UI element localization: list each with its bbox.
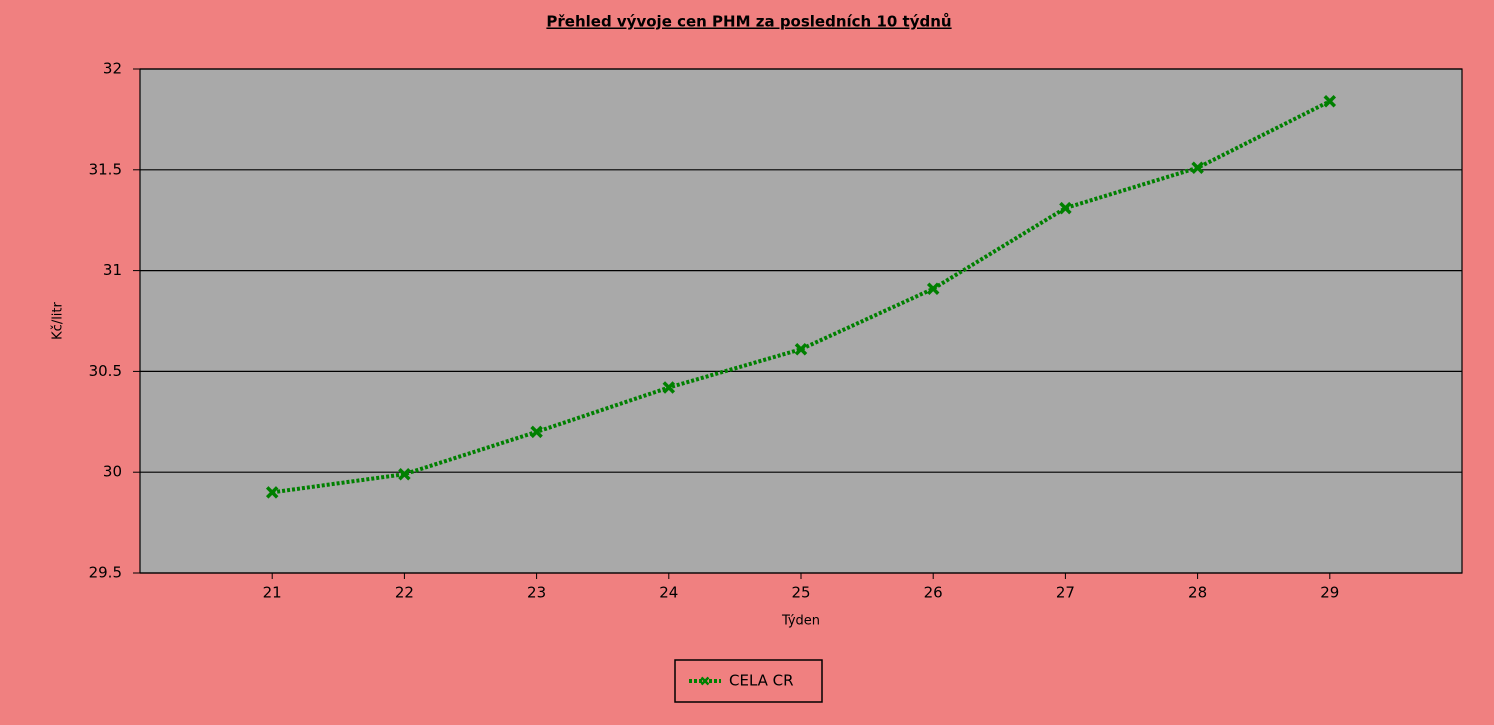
y-axis-label: Kč/litr — [51, 301, 66, 339]
marker — [1191, 161, 1204, 175]
marker — [530, 425, 543, 439]
marker — [926, 282, 940, 295]
y-tick-label: 30.5 — [89, 362, 122, 380]
x-tick-label: 28 — [1188, 584, 1207, 602]
y-tick-label: 31.5 — [89, 160, 122, 178]
marker — [662, 381, 676, 394]
line — [271, 99, 1331, 495]
marker — [1059, 201, 1072, 215]
x-axis-label: Týden — [781, 614, 820, 629]
marker — [1323, 95, 1337, 108]
x-tick-label: 21 — [263, 584, 282, 602]
plot-border — [139, 68, 1463, 574]
marker — [265, 486, 279, 499]
y-tick-label: 29.5 — [89, 564, 122, 582]
x-tick-label: 25 — [791, 584, 810, 602]
x-tick-label: 24 — [659, 584, 678, 602]
legend-marker — [700, 676, 710, 686]
x-tick-label: 22 — [395, 584, 414, 602]
x-tick-label: 23 — [527, 584, 546, 602]
legend — [674, 659, 823, 703]
plot-area — [140, 69, 1462, 573]
chart-title: Přehled vývoje cen PHM za posledních 10 … — [546, 13, 951, 31]
x-tick-label: 29 — [1320, 584, 1339, 602]
y-tick-label: 31 — [103, 261, 122, 279]
legend-label: CELA CR — [729, 672, 794, 690]
x-tick-label: 26 — [924, 584, 943, 602]
y-tick-label: 30 — [103, 463, 122, 481]
marker — [794, 342, 808, 356]
marker — [398, 467, 411, 481]
x-tick-label: 27 — [1056, 584, 1075, 602]
y-tick-label: 32 — [103, 60, 122, 78]
